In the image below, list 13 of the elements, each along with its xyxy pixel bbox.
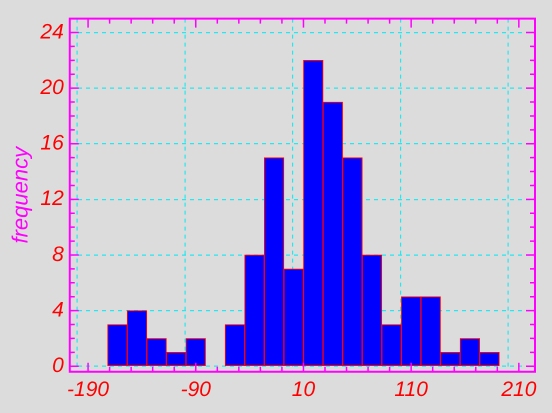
y-tick-label: 4 xyxy=(52,298,64,322)
x-tick-label: -90 xyxy=(180,378,212,402)
y-tick-label: 12 xyxy=(40,187,64,210)
y-tick-label: 0 xyxy=(52,354,64,378)
x-tick-label: 210 xyxy=(500,378,537,402)
x-tick-label: -190 xyxy=(67,378,110,402)
y-tick-label: 16 xyxy=(40,132,64,155)
y-axis-title: frequency xyxy=(7,144,32,244)
x-tick-label: 10 xyxy=(292,378,316,402)
y-tick-label: 20 xyxy=(39,76,64,99)
y-tick-label: 8 xyxy=(52,242,64,266)
x-tick-label: 110 xyxy=(394,378,428,402)
y-tick-label: 24 xyxy=(39,20,64,44)
